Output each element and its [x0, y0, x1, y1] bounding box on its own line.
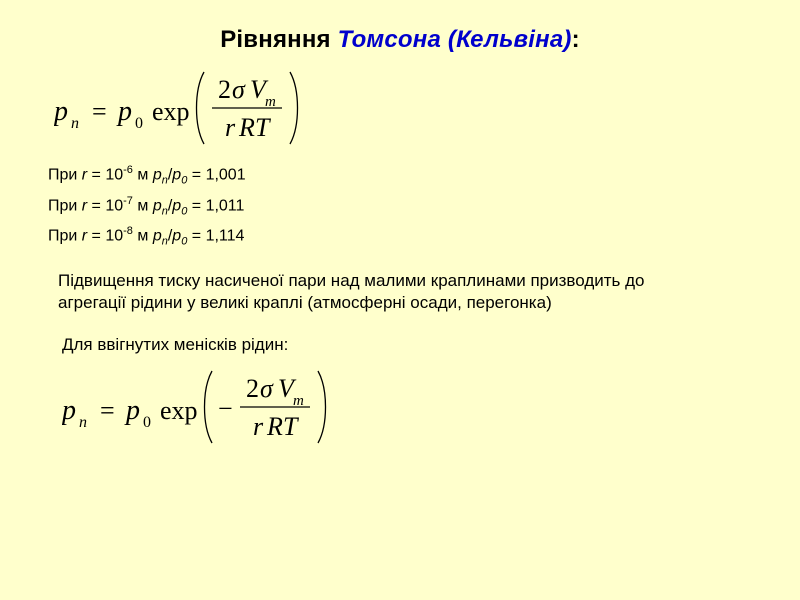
title-lead: Рівняння	[220, 26, 337, 53]
eq2-exp: exp	[160, 396, 198, 425]
ex1-mid: м	[133, 166, 153, 183]
ex3-eq: = 10	[87, 227, 123, 244]
title-trail: :	[572, 26, 580, 53]
ex1-prefix: При	[48, 166, 82, 183]
eq1-p0-sub: 0	[135, 115, 143, 132]
equation-1-svg: p n = p 0 exp 2 σ V m r R T	[54, 62, 374, 154]
ex3-prefix: При	[48, 227, 82, 244]
example-line-3: При r = 10-8 м pn/p0 = 1,114	[48, 225, 782, 248]
eq2-p0-base: p	[124, 395, 140, 426]
eq1-exp: exp	[152, 97, 190, 126]
eq1-num-2: 2	[218, 75, 231, 104]
eq2-rparen	[318, 371, 326, 443]
ex3-val: = 1,114	[187, 227, 244, 244]
eq1-rparen	[290, 72, 298, 144]
explanatory-paragraph: Підвищення тиску насиченої пари над мали…	[58, 270, 708, 316]
eq1-lparen	[197, 72, 205, 144]
eq1-fraction: 2 σ V m r R T	[212, 75, 282, 142]
ex2-exp: -7	[123, 195, 133, 207]
eq1-den-R: R	[238, 113, 255, 142]
eq2-num-2: 2	[246, 374, 259, 403]
ex1-rb: p	[172, 166, 181, 183]
equation-2: p n = p 0 exp − 2 σ V m r R T	[62, 361, 782, 453]
equation-1: p n = p 0 exp 2 σ V m r R T	[54, 62, 782, 154]
eq2-lparen	[205, 371, 213, 443]
ex2-eq: = 10	[87, 197, 123, 214]
example-line-2: При r = 10-7 м pn/p0 = 1,011	[48, 195, 782, 218]
ex1-exp: -6	[123, 164, 133, 176]
eq1-num-sigma: σ	[232, 75, 246, 104]
ex2-val: = 1,011	[187, 197, 244, 214]
eq2-den-r: r	[253, 412, 264, 441]
eq1-equals: =	[92, 97, 107, 126]
ex1-ra: p	[153, 166, 162, 183]
eq1-den-T: T	[255, 113, 271, 142]
eq1-lhs-sub: n	[71, 115, 79, 132]
ex3-mid: м	[133, 227, 153, 244]
title-name: Томсона (Кельвіна)	[338, 26, 572, 53]
eq2-num-sigma: σ	[260, 374, 274, 403]
ex2-mid: м	[133, 197, 153, 214]
page-title: Рівняння Томсона (Кельвіна):	[18, 26, 782, 54]
concave-meniscus-line: Для ввігнутих менісків рідин:	[62, 335, 782, 355]
ex1-eq: = 10	[87, 166, 123, 183]
eq2-lhs-sub: n	[79, 414, 87, 431]
ex2-rb: p	[172, 197, 181, 214]
eq2-den-T: T	[283, 412, 299, 441]
ex3-exp: -8	[123, 225, 133, 237]
ex3-ra: p	[153, 227, 162, 244]
eq2-den-R: R	[266, 412, 283, 441]
equation-2-svg: p n = p 0 exp − 2 σ V m r R T	[62, 361, 412, 453]
ex1-val: = 1,001	[187, 166, 245, 183]
eq2-p0-sub: 0	[143, 414, 151, 431]
ex3-rb: p	[172, 227, 181, 244]
eq1-p0-base: p	[116, 96, 132, 127]
eq2-equals: =	[100, 396, 115, 425]
ex2-prefix: При	[48, 197, 82, 214]
ex2-ra: p	[153, 197, 162, 214]
eq2-fraction: 2 σ V m r R T	[240, 374, 310, 441]
example-line-1: При r = 10-6 м pn/p0 = 1,001	[48, 164, 782, 187]
eq2-minus: −	[218, 394, 233, 423]
eq1-den-r: r	[225, 113, 236, 142]
slide: Рівняння Томсона (Кельвіна): p n = p 0 e…	[0, 0, 800, 481]
eq2-lhs-base: p	[62, 395, 76, 426]
eq1-lhs-base: p	[54, 96, 68, 127]
example-lines: При r = 10-6 м pn/p0 = 1,001 При r = 10-…	[48, 164, 782, 248]
